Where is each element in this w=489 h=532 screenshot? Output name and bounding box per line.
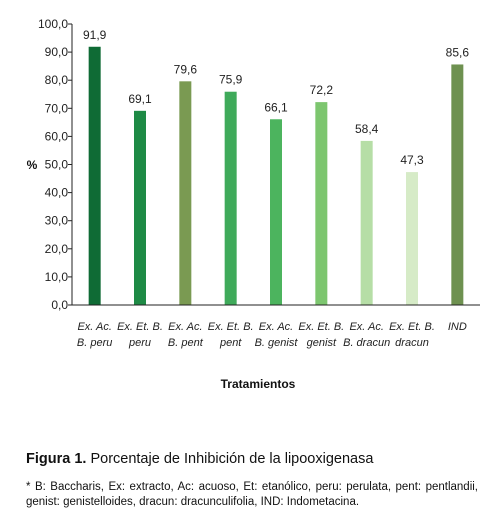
y-tick-label: 90,0 xyxy=(45,45,69,59)
bars: 91,9 69,1 79,6 75,9 66,1 72,2 58,4 47,3 85,6 xyxy=(83,28,470,306)
bar-value-label: 69,1 xyxy=(128,92,152,106)
bar-value-label: 79,6 xyxy=(174,62,198,76)
bar xyxy=(88,46,101,306)
y-tick-label: 10,0 xyxy=(45,270,69,284)
bar-chart: % 0,0 10,0 20,0 30,0 40,0 50,0 60,0 70,0 80,0 90,… xyxy=(27,17,480,391)
figure-footnote: * B: Baccharis, Ex: extracto, Ac: acuoso… xyxy=(26,481,478,508)
bar-value-label: 47,3 xyxy=(400,153,424,167)
figure-caption-text: Porcentaje de Inhibición de la lipooxige… xyxy=(86,451,374,467)
y-tick-label: 20,0 xyxy=(45,242,69,256)
bar xyxy=(179,81,192,305)
bar-value-label: 66,1 xyxy=(264,100,288,114)
x-tick-label: IND xyxy=(448,321,467,333)
x-tick-label: Ex. Ac. B. genist xyxy=(255,321,299,349)
x-axis-label: Tratamientos xyxy=(221,377,296,391)
bar xyxy=(134,110,146,305)
y-tick-label: 80,0 xyxy=(45,73,69,87)
y-tick-label: 50,0 xyxy=(45,158,69,172)
bar-value-label: 75,9 xyxy=(219,73,243,87)
y-tick-label: 100,0 xyxy=(38,17,68,31)
y-axis-label: % xyxy=(27,158,38,172)
figure-caption-label: Figura 1. xyxy=(26,451,87,467)
bar xyxy=(270,119,282,305)
x-tick-label: Ex. Ac. B. dracun xyxy=(343,321,390,349)
x-tick-label: Ex. Et. B. genist xyxy=(298,321,344,349)
bar xyxy=(315,102,328,305)
bar-value-label: 58,4 xyxy=(355,122,379,136)
y-tick-label: 70,0 xyxy=(45,101,69,115)
y-tick-label: 0,0 xyxy=(51,298,68,312)
y-tick-label: 60,0 xyxy=(45,129,69,143)
x-tick-label: Ex. Ac. B. peru xyxy=(77,321,112,349)
x-tick-label: Ex. Et. B. pent xyxy=(208,321,254,349)
bar xyxy=(451,64,464,306)
y-tick-label: 40,0 xyxy=(45,186,69,200)
y-axis: 0,0 10,0 20,0 30,0 40,0 50,0 60,0 70,0 80,0 90,0 1… xyxy=(38,17,73,312)
bar-value-label: 72,2 xyxy=(310,83,334,97)
bar-value-label: 85,6 xyxy=(446,45,470,59)
x-tick-label: Ex. Ac. B. pent xyxy=(168,321,204,349)
x-tick-label: Ex. Et. B. dracun xyxy=(389,321,435,349)
bar xyxy=(360,140,373,305)
y-tick-label: 30,0 xyxy=(45,214,69,228)
bar-value-label: 91,9 xyxy=(83,28,107,42)
bar xyxy=(224,91,237,305)
bar xyxy=(406,172,418,305)
x-tick-label: Ex. Et. B. peru xyxy=(117,321,163,349)
figure-caption: Figura 1. Porcentaje de Inhibición de la… xyxy=(26,451,373,467)
